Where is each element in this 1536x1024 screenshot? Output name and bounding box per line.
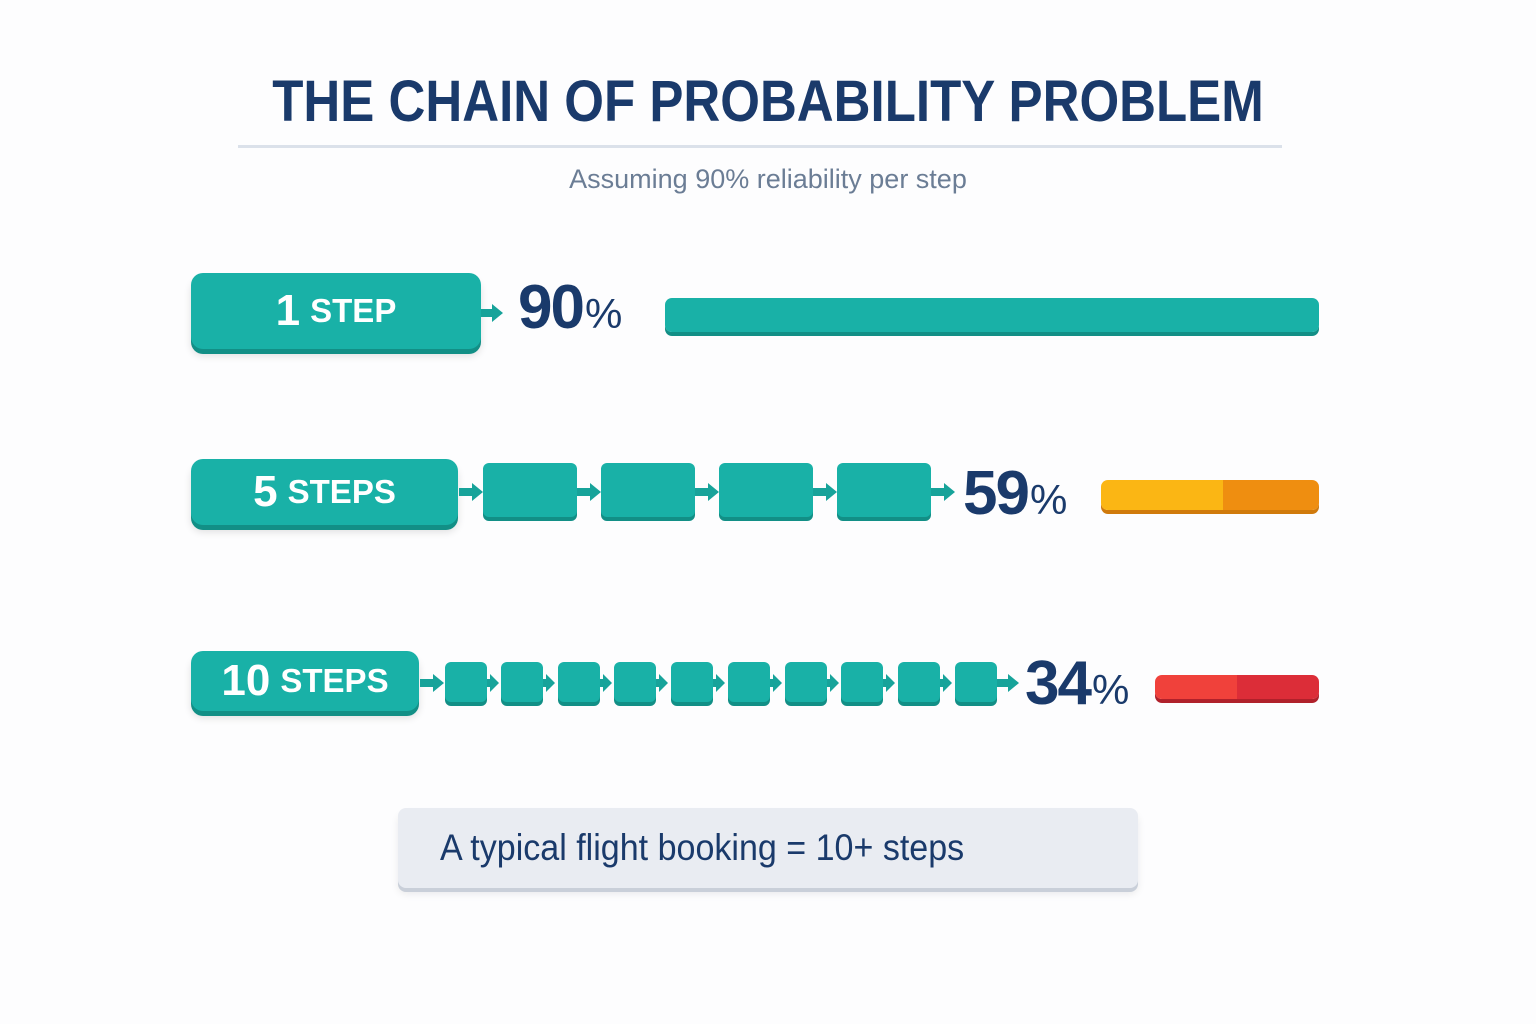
step-box xyxy=(671,662,713,702)
step-box xyxy=(898,662,940,702)
step-box xyxy=(728,662,770,702)
probability-bar xyxy=(665,298,1319,332)
callout-note: A typical flight booking = 10+ steps xyxy=(398,808,1138,888)
step-unit: STEP xyxy=(310,292,397,329)
probability-bar xyxy=(1101,480,1319,510)
probability-value: 90 % xyxy=(518,273,623,342)
step-box xyxy=(614,662,656,702)
step-box xyxy=(837,463,931,517)
step-box xyxy=(501,662,543,702)
page-title: THE CHAIN OF PROBABILITY PROBLEM xyxy=(272,69,1264,134)
step-box xyxy=(483,463,577,517)
step-box xyxy=(841,662,883,702)
probability-value: 59 % xyxy=(963,459,1068,528)
probability-value: 34 % xyxy=(1025,649,1130,718)
step-count: 1 xyxy=(275,286,301,335)
step-unit: STEPS xyxy=(280,662,389,699)
step-unit: STEPS xyxy=(287,473,396,510)
step-box xyxy=(785,662,827,702)
title-divider xyxy=(238,145,1282,148)
step-box xyxy=(719,463,813,517)
probability-bar xyxy=(1155,675,1319,699)
step-box xyxy=(445,662,487,702)
step-box xyxy=(601,463,695,517)
step-box xyxy=(955,662,997,702)
step-count: 10 xyxy=(221,656,271,705)
step-label-box: 5 STEPS xyxy=(191,459,458,525)
step-count: 5 xyxy=(253,467,278,516)
subtitle: Assuming 90% reliability per step xyxy=(569,164,967,194)
step-label-box: 1 STEP xyxy=(191,273,481,349)
callout-text: A typical flight booking = 10+ steps xyxy=(440,827,965,868)
step-label-box: 10 STEPS xyxy=(191,651,419,711)
step-box xyxy=(558,662,600,702)
